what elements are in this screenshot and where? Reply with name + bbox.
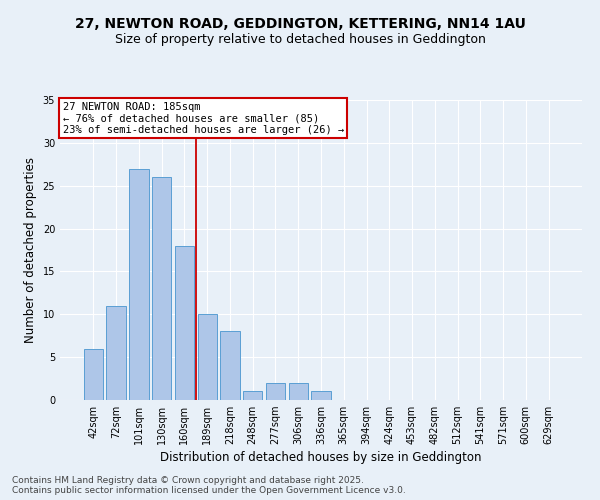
Bar [243,392,262,400]
Bar [266,383,285,400]
Text: Size of property relative to detached houses in Geddington: Size of property relative to detached ho… [115,32,485,46]
Bar [289,383,308,400]
Text: Contains HM Land Registry data © Crown copyright and database right 2025.
Contai: Contains HM Land Registry data © Crown c… [12,476,406,495]
Bar [220,332,239,400]
Bar [129,168,149,400]
Bar [175,246,194,400]
X-axis label: Distribution of detached houses by size in Geddington: Distribution of detached houses by size … [160,452,482,464]
Bar [197,314,217,400]
Bar [152,177,172,400]
Y-axis label: Number of detached properties: Number of detached properties [24,157,37,343]
Text: 27 NEWTON ROAD: 185sqm
← 76% of detached houses are smaller (85)
23% of semi-det: 27 NEWTON ROAD: 185sqm ← 76% of detached… [62,102,344,134]
Text: 27, NEWTON ROAD, GEDDINGTON, KETTERING, NN14 1AU: 27, NEWTON ROAD, GEDDINGTON, KETTERING, … [74,18,526,32]
Bar [311,392,331,400]
Bar [106,306,126,400]
Bar [84,348,103,400]
